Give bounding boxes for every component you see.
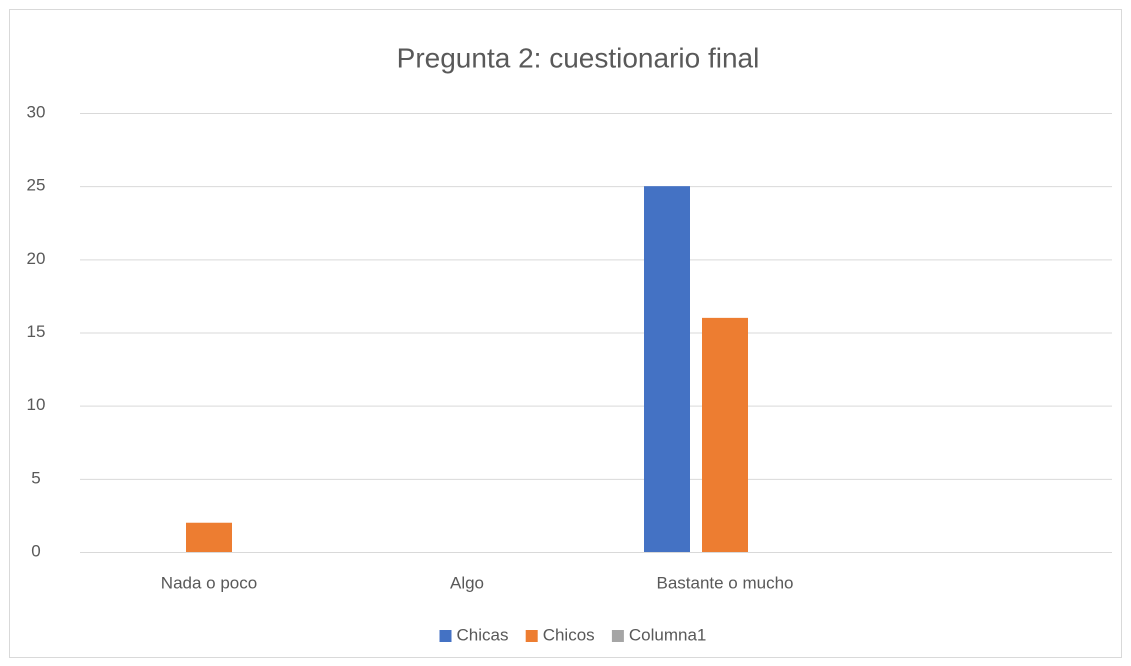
- legend-swatch: [525, 630, 538, 642]
- legend-swatch: [611, 630, 624, 642]
- y-tick-label: 15: [27, 322, 46, 341]
- bar: [702, 317, 748, 552]
- legend-swatch: [439, 630, 452, 642]
- y-tick-label: 30: [27, 102, 46, 121]
- y-tick-label: 0: [31, 541, 40, 560]
- legend-label: Chicos: [543, 625, 595, 644]
- y-tick-label: 20: [27, 249, 46, 268]
- chart-title: Pregunta 2: cuestionario final: [397, 42, 760, 73]
- legend-label: Chicas: [457, 625, 509, 644]
- legend-label: Columna1: [629, 625, 707, 644]
- y-tick-label: 5: [31, 468, 40, 487]
- x-tick-label: Nada o poco: [161, 573, 257, 592]
- bar: [186, 522, 232, 552]
- y-tick-label: 25: [27, 176, 46, 195]
- y-tick-label: 10: [27, 395, 46, 414]
- x-tick-label: Bastante o mucho: [656, 573, 793, 592]
- bar: [644, 186, 690, 552]
- x-tick-label: Algo: [450, 573, 484, 592]
